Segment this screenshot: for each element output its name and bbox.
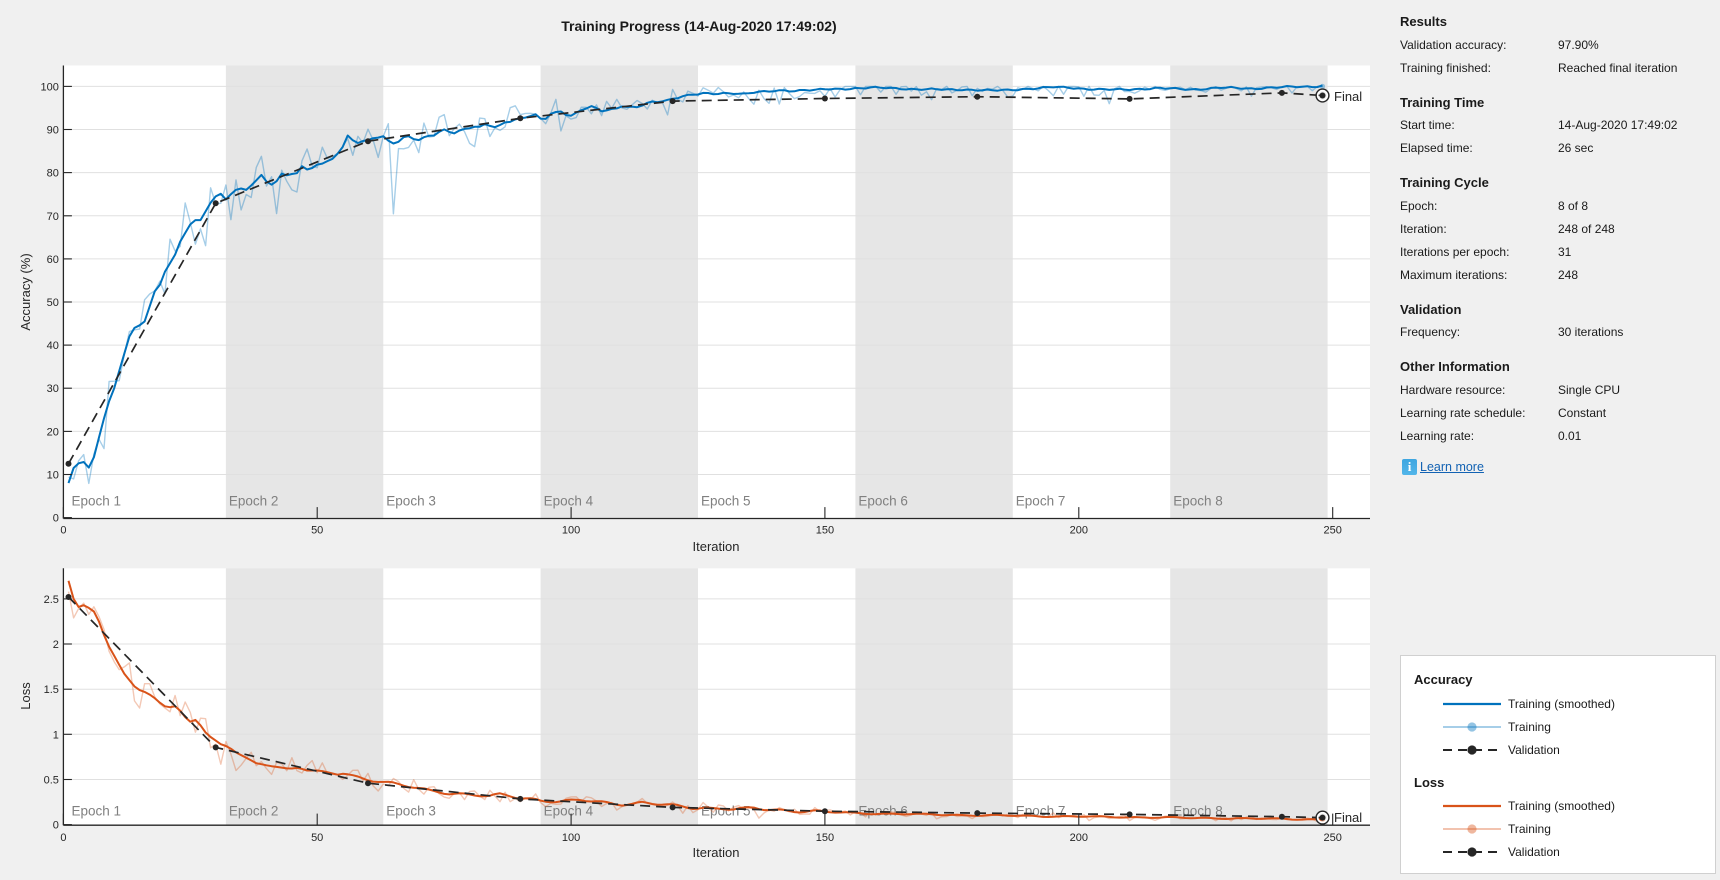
svg-text:1.5: 1.5 <box>44 684 59 696</box>
svg-text:Epoch 8: Epoch 8 <box>1173 804 1223 819</box>
svg-text:150: 150 <box>816 525 834 537</box>
svg-text:0: 0 <box>60 525 66 537</box>
svg-text:20: 20 <box>47 426 59 438</box>
svg-text:Epoch 1: Epoch 1 <box>72 494 122 509</box>
svg-text:50: 50 <box>47 297 59 309</box>
svg-text:Epoch 8: Epoch 8 <box>1173 494 1223 509</box>
svg-text:Training Progress (14-Aug-2020: Training Progress (14-Aug-2020 17:49:02) <box>561 18 836 34</box>
svg-text:Accuracy (%): Accuracy (%) <box>18 253 33 330</box>
svg-text:Epoch 4: Epoch 4 <box>544 804 594 819</box>
svg-text:0: 0 <box>53 513 59 525</box>
svg-text:250: 250 <box>1324 832 1342 844</box>
svg-text:Iteration: Iteration <box>693 845 740 860</box>
svg-text:Epoch 5: Epoch 5 <box>701 804 751 819</box>
svg-text:0: 0 <box>60 832 66 844</box>
svg-text:30: 30 <box>47 383 59 395</box>
svg-text:Epoch 5: Epoch 5 <box>701 494 751 509</box>
svg-text:100: 100 <box>562 832 580 844</box>
svg-text:40: 40 <box>47 340 59 352</box>
svg-text:1: 1 <box>53 729 59 741</box>
svg-text:Epoch 7: Epoch 7 <box>1016 494 1066 509</box>
svg-text:0.5: 0.5 <box>44 775 59 787</box>
svg-text:100: 100 <box>562 525 580 537</box>
svg-text:Epoch 6: Epoch 6 <box>858 494 908 509</box>
svg-text:Epoch 3: Epoch 3 <box>386 804 436 819</box>
svg-text:150: 150 <box>816 832 834 844</box>
svg-text:50: 50 <box>311 832 323 844</box>
svg-text:0: 0 <box>53 820 59 832</box>
svg-text:Final: Final <box>1334 810 1362 825</box>
svg-text:Epoch 4: Epoch 4 <box>544 494 594 509</box>
svg-text:70: 70 <box>47 211 59 223</box>
svg-text:60: 60 <box>47 254 59 266</box>
svg-text:Epoch 2: Epoch 2 <box>229 804 279 819</box>
svg-text:50: 50 <box>311 525 323 537</box>
svg-text:Final: Final <box>1334 89 1362 104</box>
svg-text:2: 2 <box>53 639 59 651</box>
svg-text:Iteration: Iteration <box>693 539 740 554</box>
svg-text:Epoch 3: Epoch 3 <box>386 494 436 509</box>
svg-text:Epoch 1: Epoch 1 <box>72 804 122 819</box>
svg-text:200: 200 <box>1070 525 1088 537</box>
svg-text:200: 200 <box>1070 832 1088 844</box>
svg-text:10: 10 <box>47 470 59 482</box>
svg-text:2.5: 2.5 <box>44 594 59 606</box>
svg-text:Epoch 2: Epoch 2 <box>229 494 279 509</box>
svg-text:80: 80 <box>47 168 59 180</box>
svg-text:250: 250 <box>1324 525 1342 537</box>
svg-text:90: 90 <box>47 125 59 137</box>
svg-text:100: 100 <box>41 81 59 93</box>
svg-text:Loss: Loss <box>18 682 33 710</box>
